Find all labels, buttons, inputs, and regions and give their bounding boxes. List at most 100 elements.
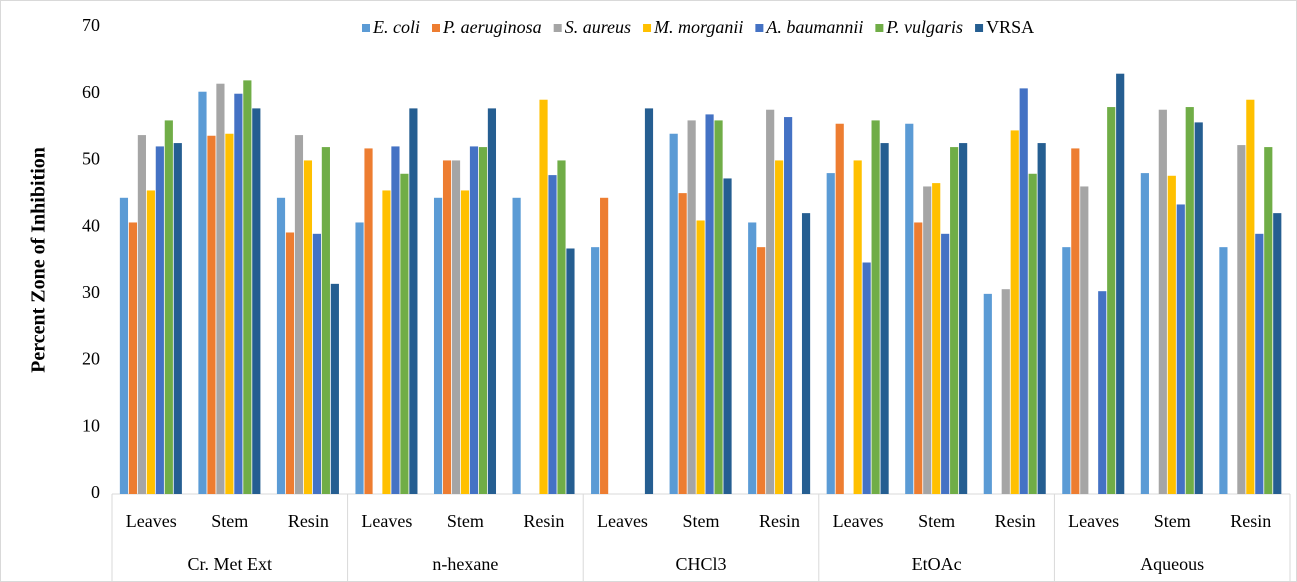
bar bbox=[294, 135, 304, 494]
bar bbox=[391, 146, 400, 494]
bar bbox=[835, 123, 844, 494]
bar bbox=[155, 146, 164, 494]
x-tick-label: Leaves bbox=[361, 511, 412, 531]
group-label: Cr. Met Ext bbox=[188, 554, 273, 574]
bar bbox=[128, 222, 138, 495]
bar bbox=[539, 99, 548, 495]
x-tick-label: Stem bbox=[211, 511, 248, 531]
legend-label: A. baumannii bbox=[765, 17, 863, 37]
group-label: EtOAc bbox=[912, 554, 962, 574]
bar bbox=[723, 178, 732, 495]
bar bbox=[871, 120, 880, 495]
bar bbox=[757, 247, 766, 494]
bar bbox=[714, 120, 723, 495]
bar bbox=[766, 109, 775, 495]
x-tick-label: Resin bbox=[523, 511, 564, 531]
x-tick-label: Resin bbox=[1230, 511, 1271, 531]
bar bbox=[775, 160, 784, 494]
bar bbox=[600, 197, 609, 494]
legend-label: P. vulgaris bbox=[885, 17, 963, 37]
bar bbox=[1219, 247, 1228, 494]
bar bbox=[303, 160, 313, 494]
y-tick-label: 10 bbox=[82, 415, 100, 435]
bar bbox=[433, 197, 443, 494]
bar bbox=[409, 108, 418, 495]
bar bbox=[330, 283, 339, 494]
bar bbox=[234, 93, 243, 494]
bar bbox=[276, 197, 286, 494]
bar bbox=[983, 293, 992, 494]
x-tick-label: Leaves bbox=[597, 511, 648, 531]
bar bbox=[119, 197, 129, 494]
y-tick-label: 40 bbox=[82, 215, 100, 235]
bar bbox=[566, 248, 575, 494]
bar bbox=[1071, 148, 1080, 495]
bar bbox=[382, 190, 391, 494]
bar bbox=[941, 233, 950, 495]
y-tick-label: 20 bbox=[82, 349, 100, 369]
bar bbox=[862, 262, 871, 494]
bar bbox=[243, 80, 252, 494]
bar bbox=[469, 146, 479, 494]
group-label: CHCl3 bbox=[675, 554, 726, 574]
bar bbox=[1010, 130, 1019, 494]
bar bbox=[252, 108, 261, 495]
bar bbox=[1098, 291, 1107, 494]
bar bbox=[1062, 247, 1071, 494]
bar bbox=[1001, 289, 1010, 494]
bar bbox=[696, 220, 705, 494]
group-label: Aqueous bbox=[1140, 554, 1204, 574]
bar bbox=[1273, 213, 1282, 494]
x-tick-label: Resin bbox=[759, 511, 800, 531]
y-tick-label: 50 bbox=[82, 149, 100, 169]
bar bbox=[137, 135, 146, 494]
legend-swatch bbox=[875, 24, 884, 32]
bar bbox=[1194, 122, 1203, 494]
bar bbox=[801, 213, 811, 494]
bar bbox=[1037, 143, 1046, 494]
legend-label: P. aeruginosa bbox=[442, 17, 542, 37]
x-tick-label: Leaves bbox=[833, 511, 884, 531]
bar bbox=[1116, 73, 1125, 494]
bar bbox=[198, 91, 207, 494]
y-tick-label: 30 bbox=[82, 282, 100, 302]
legend-swatch bbox=[362, 24, 370, 32]
bar bbox=[826, 173, 835, 494]
bar bbox=[1185, 107, 1194, 495]
bar bbox=[355, 222, 364, 495]
bar bbox=[853, 160, 862, 494]
bar bbox=[644, 108, 654, 495]
bar bbox=[400, 173, 409, 494]
bar bbox=[451, 160, 461, 494]
group-label: n-hexane bbox=[432, 554, 498, 574]
y-axis-label: Percent Zone of Inhibition bbox=[28, 147, 50, 373]
bar bbox=[678, 193, 687, 494]
bar bbox=[591, 247, 600, 494]
bar bbox=[225, 133, 234, 494]
x-tick-label: Stem bbox=[918, 511, 955, 531]
x-tick-label: Leaves bbox=[1068, 511, 1119, 531]
x-tick-label: Resin bbox=[288, 511, 329, 531]
bar bbox=[959, 143, 968, 494]
bar bbox=[478, 147, 488, 495]
bar bbox=[1158, 109, 1167, 495]
bar bbox=[1246, 99, 1255, 495]
y-tick-label: 70 bbox=[82, 15, 100, 35]
bar bbox=[146, 190, 155, 494]
y-tick-label: 60 bbox=[82, 82, 100, 102]
bar bbox=[487, 108, 497, 495]
bar bbox=[1019, 88, 1028, 495]
bar bbox=[364, 148, 373, 495]
legend-swatch bbox=[643, 24, 652, 32]
x-tick-label: Stem bbox=[682, 511, 719, 531]
bar bbox=[442, 160, 452, 494]
bar bbox=[1176, 204, 1185, 494]
bar bbox=[285, 232, 295, 495]
bar bbox=[1237, 145, 1246, 494]
bar bbox=[914, 222, 923, 495]
bar bbox=[512, 197, 521, 494]
legend-swatch bbox=[755, 24, 764, 32]
bar bbox=[312, 233, 321, 495]
